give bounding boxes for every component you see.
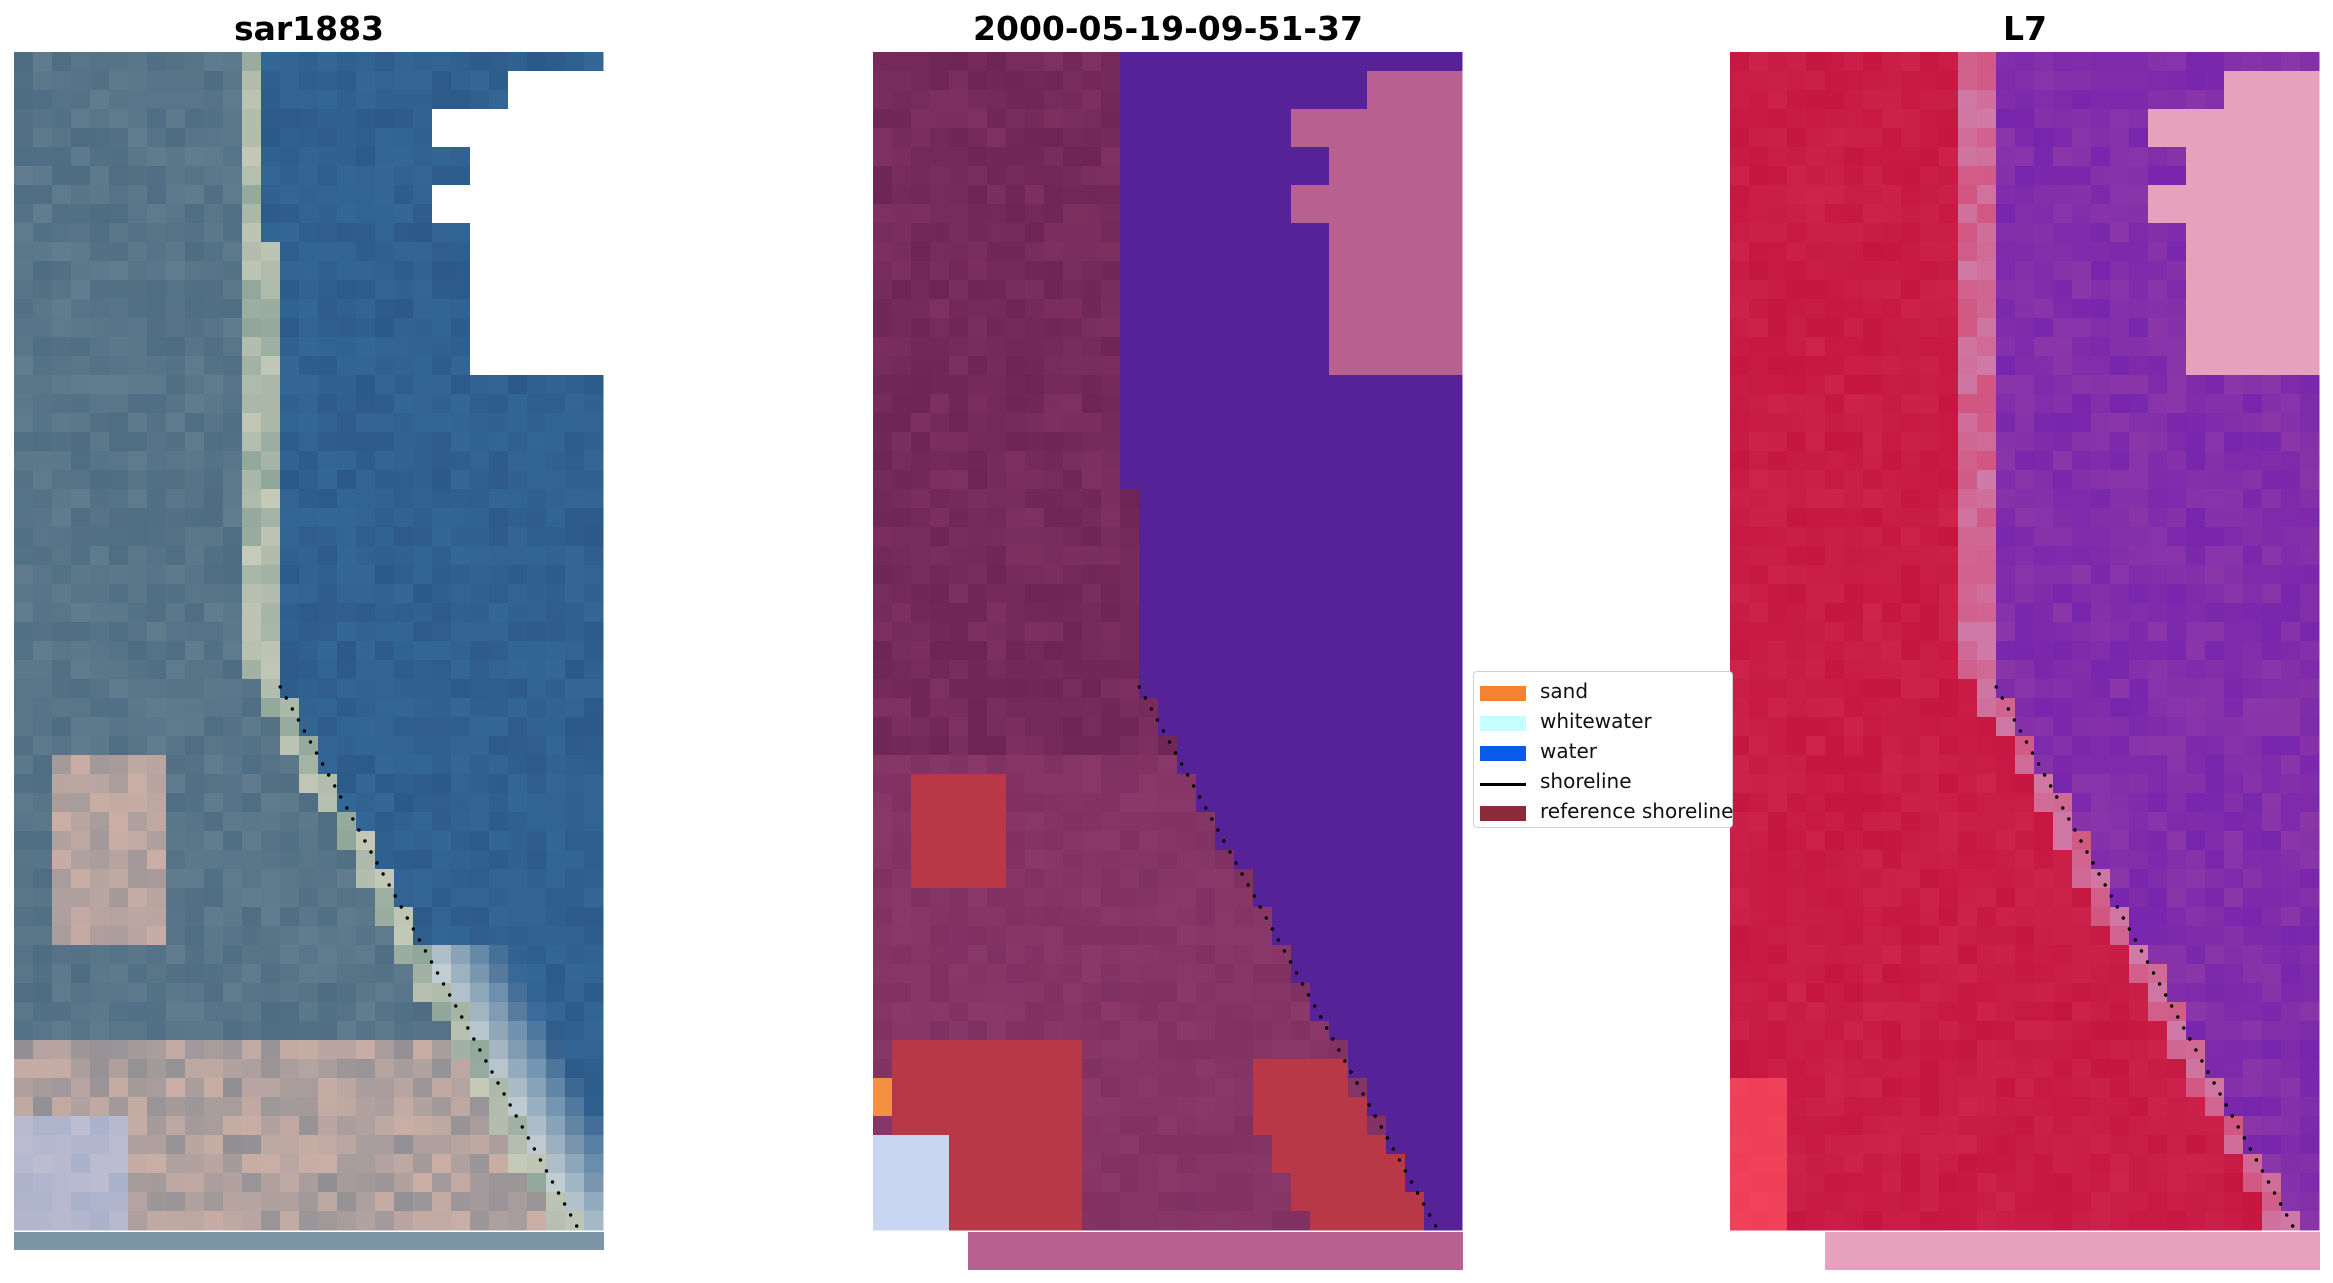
panel-title-classified: 2000-05-19-09-51-37 <box>973 9 1363 48</box>
legend-label: sand <box>1540 679 1589 703</box>
legend-swatch <box>1480 746 1526 761</box>
legend-label: whitewater <box>1540 709 1652 733</box>
legend-label: shoreline <box>1540 769 1632 793</box>
panel-title-rgb: sar1883 <box>233 9 385 48</box>
legend-item-shoreline: shoreline <box>1474 768 1734 798</box>
legend-swatch <box>1480 716 1526 731</box>
legend: sand whitewater water shoreline reference sh… <box>1473 671 1733 828</box>
legend-item-reference-shoreline: reference shoreline <box>1474 798 1734 828</box>
legend-item-sand: sand <box>1474 678 1734 708</box>
falsecolor-image-panel <box>1730 52 2320 1272</box>
classified-image <box>873 52 1463 1270</box>
falsecolor-image <box>1730 52 2320 1270</box>
rgb-image-panel <box>14 52 604 1272</box>
legend-swatch <box>1480 686 1526 701</box>
shoreline-dots <box>1137 685 1438 1228</box>
panel-title-falsecolor: L7 <box>2003 9 2047 48</box>
shoreline-dots <box>1994 685 2295 1228</box>
legend-swatch <box>1480 806 1526 821</box>
legend-label: water <box>1540 739 1597 763</box>
classified-image-panel <box>873 52 1463 1272</box>
legend-item-whitewater: whitewater <box>1474 708 1734 738</box>
legend-swatch <box>1480 783 1526 786</box>
legend-item-water: water <box>1474 738 1734 768</box>
legend-label: reference shoreline <box>1540 799 1734 823</box>
rgb-image <box>14 52 604 1250</box>
shoreline-dots <box>278 685 579 1228</box>
